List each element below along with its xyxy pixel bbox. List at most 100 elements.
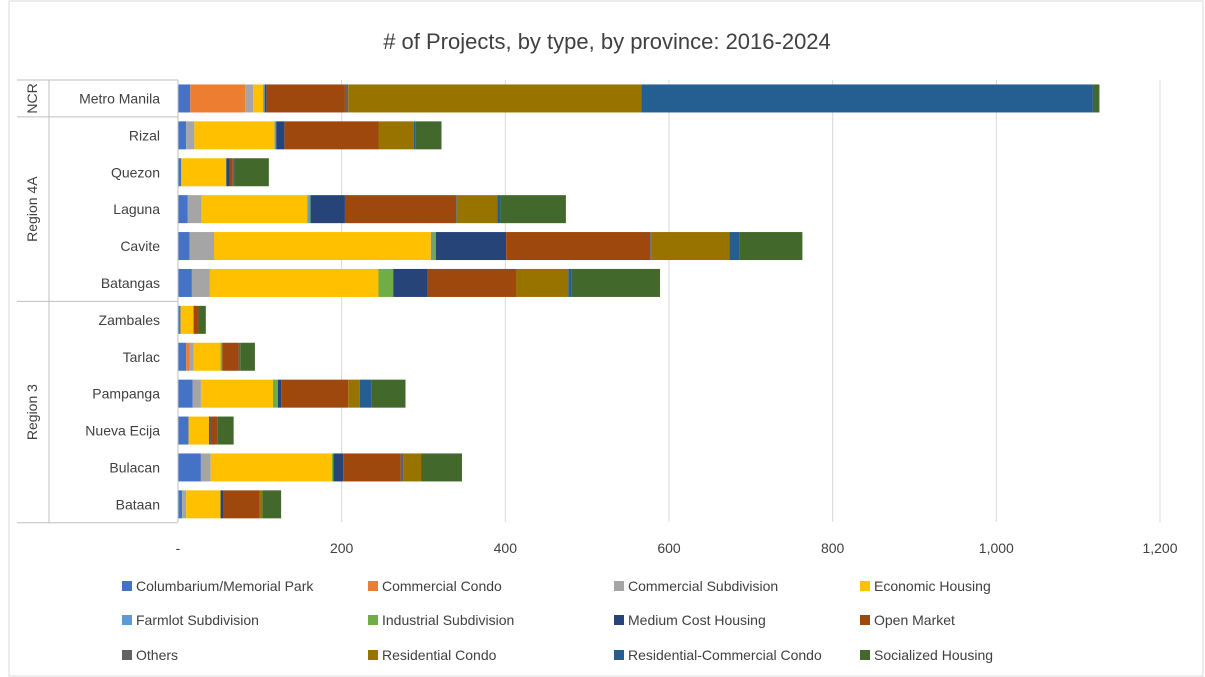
legend-label: Commercial Condo	[382, 578, 502, 594]
bar-segment	[187, 195, 202, 224]
bar-segment	[650, 232, 652, 261]
bar-segment	[253, 84, 264, 113]
bar-segment	[201, 195, 308, 224]
bar-segment	[359, 379, 372, 408]
bar-segment	[238, 342, 241, 371]
legend-label: Open Market	[874, 612, 955, 628]
bar-segment	[214, 232, 431, 261]
bar-segment	[209, 268, 379, 297]
category-label: Bataan	[116, 496, 160, 512]
bar-segment	[378, 268, 394, 297]
bar-segment	[427, 268, 516, 297]
bar-segment	[403, 453, 422, 482]
bar-segment	[378, 121, 414, 150]
bar-segment	[333, 453, 344, 482]
bar-segment	[193, 342, 221, 371]
legend-swatch	[614, 581, 624, 591]
bar-segment	[262, 490, 282, 519]
bar-segment	[457, 195, 498, 224]
bar-segment	[194, 121, 275, 150]
category-label: Tarlac	[123, 349, 160, 365]
bar-segment	[178, 121, 187, 150]
legend-label: Others	[136, 647, 178, 663]
bar-segment	[210, 416, 218, 445]
category-label: Cavite	[120, 238, 160, 254]
category-label: Quezon	[111, 164, 160, 180]
legend-swatch	[368, 581, 378, 591]
bar-segment	[343, 453, 401, 482]
bar-segment	[182, 490, 187, 519]
bar-segment	[186, 342, 190, 371]
legend-label: Socialized Housing	[874, 647, 993, 663]
category-label: Batangas	[101, 275, 160, 291]
bar-segment	[232, 158, 235, 187]
bar-segment	[190, 84, 246, 113]
bar-segment	[1092, 84, 1100, 113]
bar-segment	[186, 121, 195, 150]
group-label: Region 4A	[24, 176, 40, 242]
bar-segment	[200, 379, 273, 408]
bar-segment	[189, 342, 194, 371]
group-label: Region 3	[24, 384, 40, 440]
category-label: Pampanga	[92, 386, 160, 402]
bar-segment	[192, 379, 201, 408]
x-tick-label: 1,000	[979, 540, 1014, 556]
bar-segment	[178, 416, 189, 445]
bar-segment	[651, 232, 730, 261]
bar-segment	[515, 268, 569, 297]
group-label: NCR	[24, 83, 40, 113]
bar-segment	[217, 416, 234, 445]
bar-segment	[263, 84, 265, 113]
legend-swatch	[860, 615, 870, 625]
category-axis: NCR Region 4A Region 3 Metro Manila Rizal Que…	[17, 79, 179, 524]
legend-swatch	[614, 615, 624, 625]
category-label: Zambales	[99, 312, 160, 328]
bar-segment	[191, 268, 210, 297]
legend-swatch	[122, 615, 132, 625]
bar-segment	[223, 490, 260, 519]
bar-segment	[210, 453, 332, 482]
legend-swatch	[122, 650, 132, 660]
chart-frame	[8, 0, 1204, 677]
bar-segment	[200, 453, 211, 482]
bar-segment	[506, 232, 651, 261]
bar-segment	[413, 121, 416, 150]
bar-segment	[209, 416, 211, 445]
x-tick-label: -	[176, 540, 181, 556]
category-label: Nueva Ecija	[85, 423, 160, 439]
bar-segment	[456, 195, 458, 224]
bar-segment	[415, 121, 442, 150]
bar-segment	[266, 84, 345, 113]
bar-segment	[178, 158, 182, 187]
bar-segment	[178, 195, 188, 224]
bar-segment	[193, 305, 199, 334]
bar-segment	[222, 342, 239, 371]
bar-segment	[274, 121, 277, 150]
bar-segment	[186, 490, 221, 519]
legend-swatch	[122, 581, 132, 591]
bar-segment	[178, 305, 181, 334]
legend-label: Residential-Commercial Condo	[628, 647, 822, 663]
bar-segment	[178, 268, 192, 297]
bar-segment	[729, 232, 740, 261]
chart-title: # of Projects, by type, by province: 201…	[383, 29, 831, 54]
bar-segment	[178, 490, 183, 519]
bar-segment	[226, 158, 230, 187]
bars	[178, 84, 1100, 519]
bar-segment	[245, 84, 254, 113]
legend-swatch	[368, 615, 378, 625]
legend-swatch	[860, 581, 870, 591]
bar-segment	[220, 490, 224, 519]
bar-segment	[198, 305, 206, 334]
bar-segment	[348, 379, 360, 408]
category-label: Metro Manila	[79, 90, 160, 106]
bar-segment	[307, 195, 309, 224]
legend-label: Residential Condo	[382, 647, 497, 663]
category-label: Laguna	[113, 201, 160, 217]
category-label: Bulacan	[109, 459, 160, 475]
x-tick-label: 1,200	[1142, 540, 1177, 556]
category-label: Rizal	[129, 127, 160, 143]
x-tick-label: 400	[494, 540, 518, 556]
